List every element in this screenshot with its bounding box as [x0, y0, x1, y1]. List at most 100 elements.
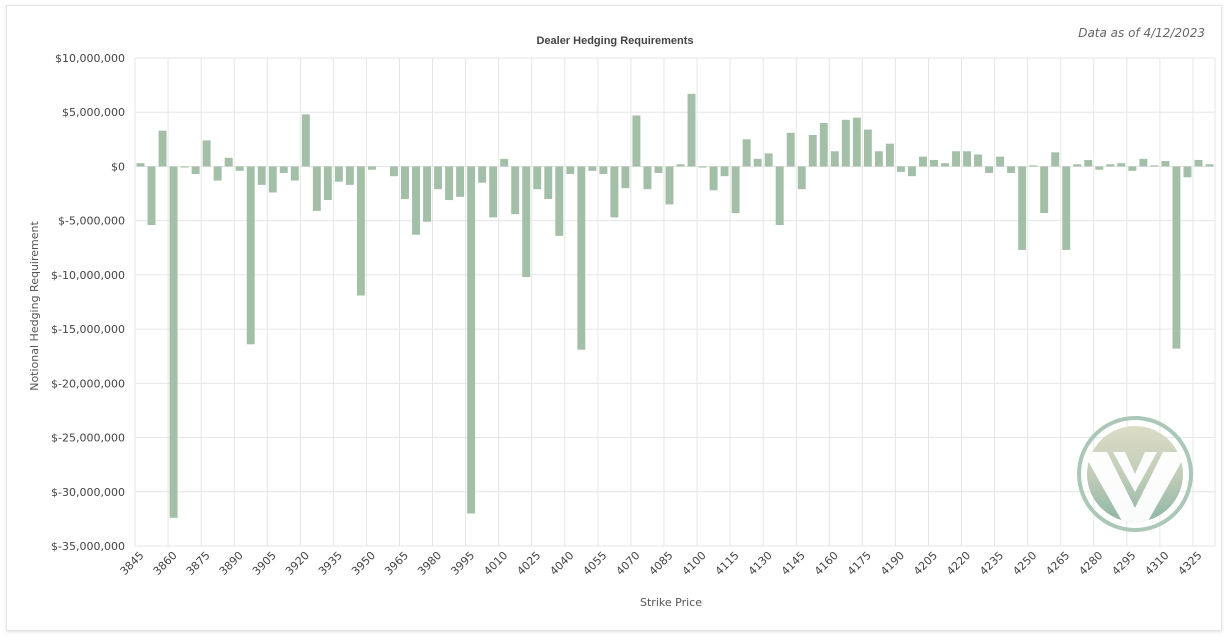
bar-4220[interactable] [963, 151, 972, 167]
bar-4000[interactable] [478, 166, 487, 183]
bar-3865[interactable] [180, 166, 189, 168]
bar-4065[interactable] [621, 166, 630, 189]
bar-4010[interactable] [500, 158, 509, 167]
bar-4205[interactable] [930, 159, 938, 167]
bar-4150[interactable] [808, 134, 817, 167]
bar-3915[interactable] [290, 166, 299, 181]
bar-3885[interactable] [224, 157, 233, 167]
bar-4240[interactable] [1007, 166, 1016, 173]
bar-4040[interactable] [566, 166, 575, 175]
x-tick-label: 4310 [1143, 549, 1172, 578]
bar-4110[interactable] [720, 166, 729, 177]
bar-3910[interactable] [279, 166, 288, 173]
bar-4215[interactable] [952, 151, 960, 167]
bar-3850[interactable] [147, 166, 156, 226]
bar-4135[interactable] [775, 166, 784, 226]
bar-4195[interactable] [907, 166, 916, 177]
bar-4170[interactable] [852, 117, 861, 167]
bar-3855[interactable] [158, 130, 167, 167]
bar-4250[interactable] [1029, 165, 1038, 167]
bar-4140[interactable] [786, 132, 795, 167]
x-tick-label: 4190 [878, 549, 907, 578]
bar-3935[interactable] [334, 166, 343, 182]
bar-4285[interactable] [1106, 164, 1115, 167]
bar-4180[interactable] [874, 151, 883, 167]
bar-3920[interactable] [301, 114, 310, 167]
bar-3895[interactable] [246, 166, 255, 345]
bar-4030[interactable] [544, 166, 553, 199]
bar-4050[interactable] [588, 166, 597, 171]
bar-4255[interactable] [1040, 166, 1049, 214]
bar-4300[interactable] [1139, 158, 1148, 167]
bar-4185[interactable] [885, 143, 894, 167]
bar-4005[interactable] [489, 166, 498, 218]
bar-4085[interactable] [665, 166, 674, 205]
bar-4270[interactable] [1073, 164, 1082, 167]
bar-3900[interactable] [257, 166, 266, 185]
bar-4230[interactable] [985, 166, 994, 173]
x-tick-label: 3950 [349, 549, 378, 578]
bar-3975[interactable] [423, 166, 432, 222]
bar-4160[interactable] [830, 151, 839, 167]
bar-4035[interactable] [555, 166, 564, 236]
bar-4235[interactable] [996, 156, 1005, 167]
bar-4130[interactable] [764, 153, 773, 167]
bar-4290[interactable] [1117, 163, 1126, 167]
bar-4305[interactable] [1150, 165, 1159, 167]
bar-3980[interactable] [434, 166, 443, 190]
bar-3930[interactable] [323, 166, 332, 201]
bar-4025[interactable] [533, 166, 542, 190]
bar-3870[interactable] [191, 166, 200, 175]
bar-3985[interactable] [445, 166, 454, 201]
bar-3945[interactable] [356, 166, 365, 296]
bar-3860[interactable] [169, 166, 178, 518]
bar-4120[interactable] [742, 139, 751, 167]
bar-3990[interactable] [456, 166, 465, 197]
bar-3925[interactable] [312, 166, 321, 211]
bar-4260[interactable] [1051, 152, 1060, 167]
bar-4095[interactable] [687, 93, 696, 167]
bar-3950[interactable] [367, 166, 376, 170]
bar-4075[interactable] [643, 166, 652, 190]
bar-4020[interactable] [522, 166, 531, 278]
bar-3905[interactable] [268, 166, 277, 193]
bar-4315[interactable] [1172, 166, 1181, 349]
bar-4105[interactable] [709, 166, 718, 191]
bar-4275[interactable] [1084, 159, 1093, 167]
bar-4245[interactable] [1018, 166, 1027, 250]
bar-3960[interactable] [390, 166, 398, 177]
bar-4155[interactable] [819, 123, 828, 167]
bar-4210[interactable] [941, 163, 949, 167]
bar-3880[interactable] [213, 166, 222, 181]
bar-4310[interactable] [1161, 161, 1170, 167]
bar-4200[interactable] [918, 156, 927, 167]
bar-4115[interactable] [731, 166, 740, 214]
bar-4190[interactable] [896, 166, 905, 172]
bar-4090[interactable] [676, 164, 685, 167]
bar-4225[interactable] [974, 154, 983, 167]
bar-3970[interactable] [412, 166, 420, 235]
bar-3940[interactable] [345, 166, 354, 185]
bar-3890[interactable] [235, 166, 244, 171]
bar-4015[interactable] [511, 166, 520, 215]
bar-4280[interactable] [1095, 166, 1104, 170]
bar-3995[interactable] [467, 166, 476, 514]
bar-4055[interactable] [599, 166, 608, 175]
bar-4330[interactable] [1205, 164, 1214, 167]
bar-4125[interactable] [753, 158, 762, 167]
bar-3875[interactable] [202, 140, 211, 167]
bar-3965[interactable] [401, 166, 409, 199]
bar-4175[interactable] [863, 129, 872, 167]
bar-3845[interactable] [136, 163, 145, 167]
bar-4295[interactable] [1128, 166, 1137, 171]
bar-4060[interactable] [610, 166, 619, 218]
bar-4070[interactable] [632, 115, 641, 167]
bar-4320[interactable] [1183, 166, 1192, 178]
bar-4045[interactable] [577, 166, 586, 350]
bar-4145[interactable] [797, 166, 806, 190]
bar-4325[interactable] [1194, 159, 1203, 167]
bar-4100[interactable] [698, 166, 707, 168]
bar-4165[interactable] [841, 119, 850, 167]
bar-4265[interactable] [1062, 166, 1071, 250]
bar-4080[interactable] [654, 166, 663, 173]
